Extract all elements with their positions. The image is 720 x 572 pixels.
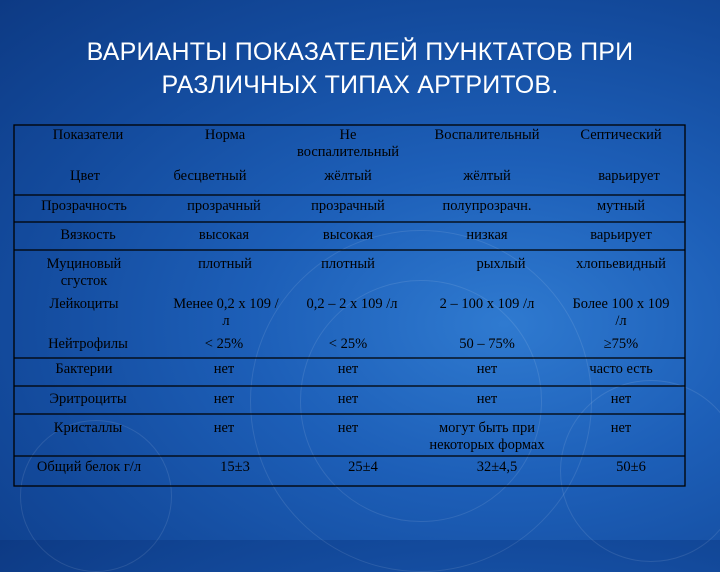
table-cell: Более 100 х 109 /л — [572, 296, 670, 329]
row-label: Кристаллы — [53, 420, 123, 436]
table-cell: жёлтый — [324, 168, 372, 184]
table-cell: мутный — [596, 198, 646, 214]
table-cell: прозрачный — [311, 198, 385, 214]
table-cell: высокая — [322, 227, 374, 243]
table-cell: 50 – 75% — [459, 336, 515, 352]
slide-title: ВАРИАНТЫ ПОКАЗАТЕЛЕЙ ПУНКТАТОВ ПРИ РАЗЛИ… — [86, 38, 634, 99]
table-cell: прозрачный — [187, 198, 261, 214]
row-label: Вязкость — [60, 227, 116, 243]
table-cell: нет — [213, 361, 235, 377]
header-vospalitelny: Воспалительный — [434, 127, 540, 143]
table-cell: жёлтый — [463, 168, 511, 184]
row-label: Цвет — [69, 168, 100, 184]
header-norma: Норма — [204, 127, 246, 143]
table-cell: низкая — [466, 227, 508, 243]
ripple-decoration — [20, 420, 172, 572]
table-cell: 25±4 — [348, 459, 378, 475]
header-septichesky: Септический — [580, 127, 662, 143]
table-cell: нет — [337, 420, 359, 436]
table-cell: нет — [337, 361, 359, 377]
row-label: Эритроциты — [49, 391, 127, 407]
table-cell: 15±3 — [220, 459, 250, 475]
row-label: Общий белок г/л — [36, 459, 142, 475]
table-cell: 32±4,5 — [476, 459, 518, 475]
table-cell: высокая — [198, 227, 250, 243]
table-cell: нет — [610, 420, 632, 436]
table-cell: варьирует — [590, 227, 652, 243]
table-cell: варьирует — [598, 168, 660, 184]
table-cell: могут быть при некоторых формах — [429, 420, 545, 453]
table-cell: нет — [476, 391, 498, 407]
table-cell: нет — [213, 420, 235, 436]
row-label: Прозрачность — [41, 198, 127, 214]
table-cell: плотный — [321, 256, 375, 272]
table-cell: < 25% — [204, 336, 244, 352]
table-cell: полупрозрачн. — [442, 198, 532, 214]
table-cell: хлопьевидный — [576, 256, 666, 272]
row-label: Муциновый сгусток — [46, 256, 122, 289]
table-cell: Менее 0,2 х 109 / л — [173, 296, 279, 329]
table-cell: < 25% — [328, 336, 368, 352]
table-cell: 50±6 — [616, 459, 646, 475]
table-cell: рыхлый — [476, 256, 526, 272]
row-label: Лейкоциты — [49, 296, 119, 312]
row-label: Бактерии — [55, 361, 113, 377]
table-cell: нет — [337, 391, 359, 407]
header-pokazateli: Показатели — [52, 127, 124, 143]
table-cell: 0,2 – 2 х 109 /л — [306, 296, 398, 312]
row-label: Нейтрофилы — [48, 336, 128, 352]
table-cell: нет — [610, 391, 632, 407]
table-cell: ≥75% — [603, 336, 639, 352]
table-cell: нет — [213, 391, 235, 407]
header-ne-vospalitelny: Не воспалительный — [297, 127, 399, 160]
table-cell: плотный — [198, 256, 252, 272]
table-cell: бесцветный — [173, 168, 247, 184]
table-cell: часто есть — [589, 361, 653, 377]
table-cell: нет — [476, 361, 498, 377]
table-cell: 2 – 100 х 109 /л — [439, 296, 535, 312]
